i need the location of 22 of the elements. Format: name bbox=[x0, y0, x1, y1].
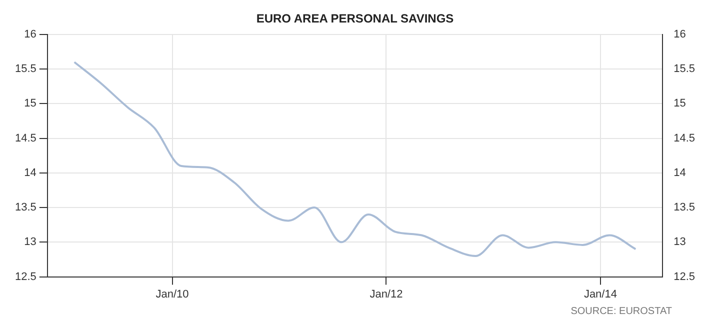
x-tick-label: Jan/12 bbox=[370, 288, 403, 300]
y2-tick-label: 13 bbox=[674, 236, 686, 248]
y-tick-label: 15 bbox=[24, 98, 36, 110]
y2-tick-label: 15.5 bbox=[674, 63, 696, 76]
source-note: SOURCE: EUROSTAT bbox=[570, 306, 672, 317]
y2-tick-label: 16 bbox=[674, 28, 686, 40]
x-tick-label: Jan/14 bbox=[584, 288, 617, 300]
y-tick-label: 14.5 bbox=[14, 132, 36, 144]
y2-tick-label: 12.5 bbox=[674, 270, 696, 283]
x-tick-label: Jan/10 bbox=[156, 288, 189, 300]
y2-tick-label: 14.5 bbox=[674, 132, 696, 144]
y-tick-label: 14 bbox=[24, 166, 36, 179]
y2-tick-label: 15 bbox=[674, 98, 686, 110]
y-tick-label: 13 bbox=[24, 236, 36, 248]
chart-title: EURO AREA PERSONAL SAVINGS bbox=[256, 12, 454, 26]
y2-tick-label: 14 bbox=[674, 166, 686, 179]
line-series bbox=[73, 61, 637, 258]
y-tick-label: 15.5 bbox=[14, 63, 36, 76]
y-tick-label: 16 bbox=[24, 28, 36, 40]
y2-tick-label: 13.5 bbox=[674, 202, 696, 214]
y-tick-label: 12.5 bbox=[14, 270, 36, 283]
y-tick-label: 13.5 bbox=[14, 202, 36, 214]
